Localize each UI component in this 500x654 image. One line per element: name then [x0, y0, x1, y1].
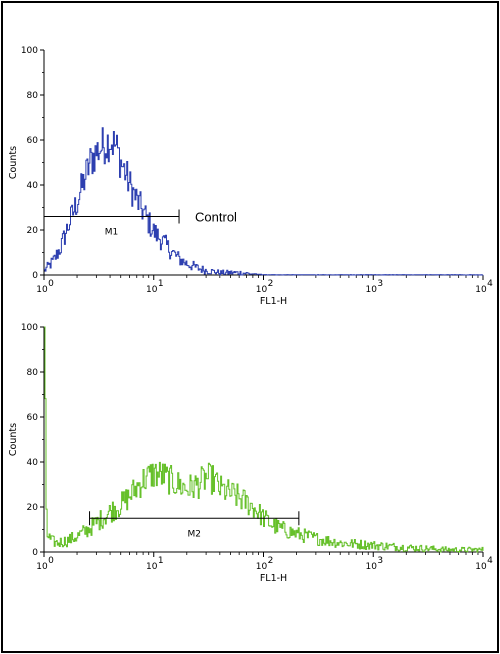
y-tick-label: 40	[27, 181, 39, 191]
x-tick-exponent: 2	[268, 556, 274, 566]
x-tick-label: 10	[146, 285, 158, 295]
x-tick-exponent: 4	[487, 556, 493, 566]
marker-label: M1	[105, 228, 119, 238]
x-tick-label: 10	[256, 285, 268, 295]
y-axis-label: Counts	[8, 423, 19, 456]
x-tick-label: 10	[36, 285, 48, 295]
x-tick-exponent: 1	[158, 279, 164, 289]
x-tick-label: 10	[366, 562, 378, 572]
x-tick-label: 10	[366, 285, 378, 295]
y-tick-label: 40	[27, 458, 39, 468]
histogram-line	[44, 127, 484, 276]
x-tick-exponent: 1	[158, 556, 164, 566]
y-tick-label: 0	[32, 548, 38, 558]
y-axis-label: Counts	[8, 146, 19, 179]
marker-label: M2	[187, 529, 201, 539]
x-tick-label: 10	[36, 562, 48, 572]
x-axis-label: FL1-H	[260, 573, 287, 584]
x-tick-exponent: 0	[48, 279, 54, 289]
x-tick-exponent: 2	[268, 279, 274, 289]
y-tick-label: 80	[27, 91, 39, 101]
x-tick-exponent: 3	[377, 279, 383, 289]
x-axis-label: FL1-H	[260, 296, 287, 307]
y-tick-label: 60	[27, 136, 39, 146]
x-tick-label: 10	[475, 562, 487, 572]
y-tick-label: 20	[27, 226, 39, 236]
control-annotation: Control	[195, 210, 237, 225]
y-tick-label: 0	[32, 271, 38, 281]
x-tick-exponent: 3	[377, 556, 383, 566]
x-tick-label: 10	[146, 562, 158, 572]
x-tick-exponent: 4	[487, 279, 493, 289]
y-tick-label: 60	[27, 413, 39, 423]
y-tick-label: 20	[27, 503, 39, 513]
y-tick-label: 100	[21, 46, 38, 56]
histogram-line	[44, 326, 484, 553]
y-tick-label: 100	[21, 323, 38, 333]
chart-panel-1: 020406080100100101102103104FL1-HCountsM1…	[8, 46, 493, 307]
x-tick-label: 10	[475, 285, 487, 295]
y-tick-label: 80	[27, 368, 39, 378]
x-tick-label: 10	[256, 562, 268, 572]
x-tick-exponent: 0	[48, 556, 54, 566]
